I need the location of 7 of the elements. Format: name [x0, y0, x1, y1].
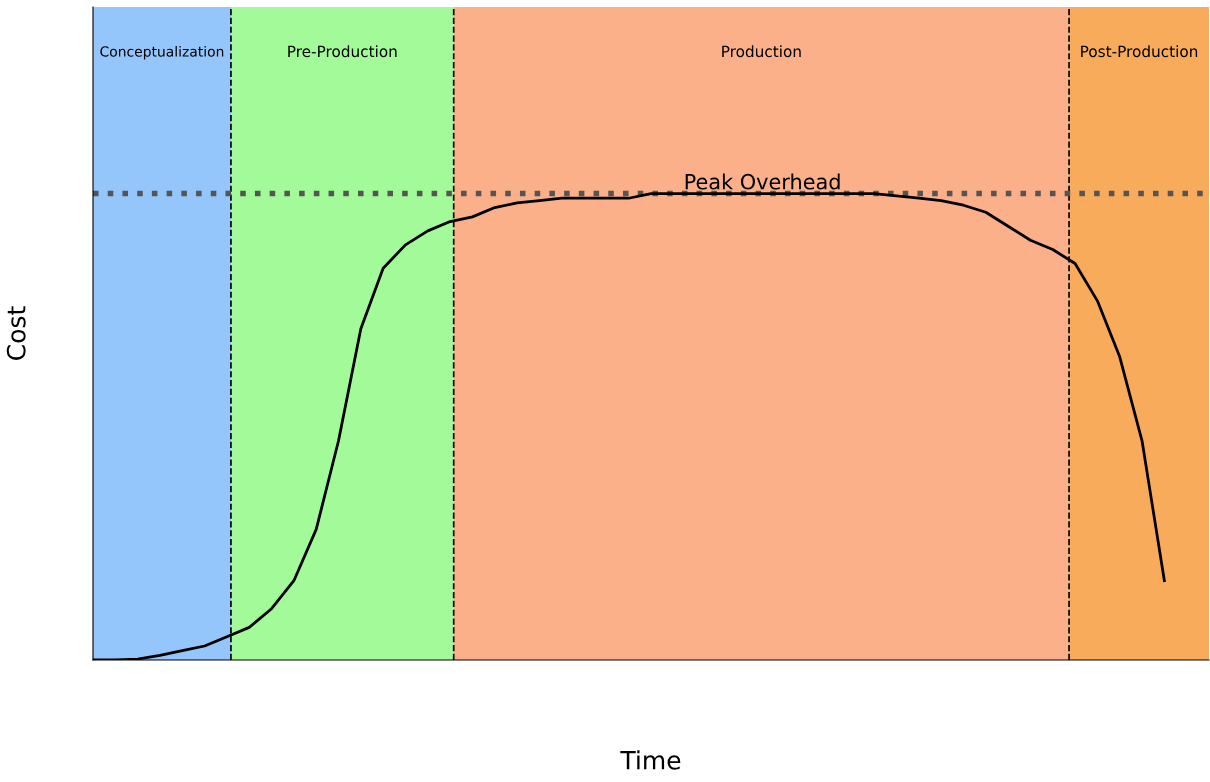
- y-axis-title: Cost: [6, 306, 26, 360]
- text: Production: [722, 45, 801, 58]
- text: Conceptualization: [100, 45, 224, 60]
- x-axis-title: Time: [620, 750, 681, 770]
- text: Post-Production: [1081, 45, 1198, 58]
- ref-line-label: Peak Overhead: [685, 173, 840, 190]
- text: Pre-Production: [288, 45, 397, 58]
